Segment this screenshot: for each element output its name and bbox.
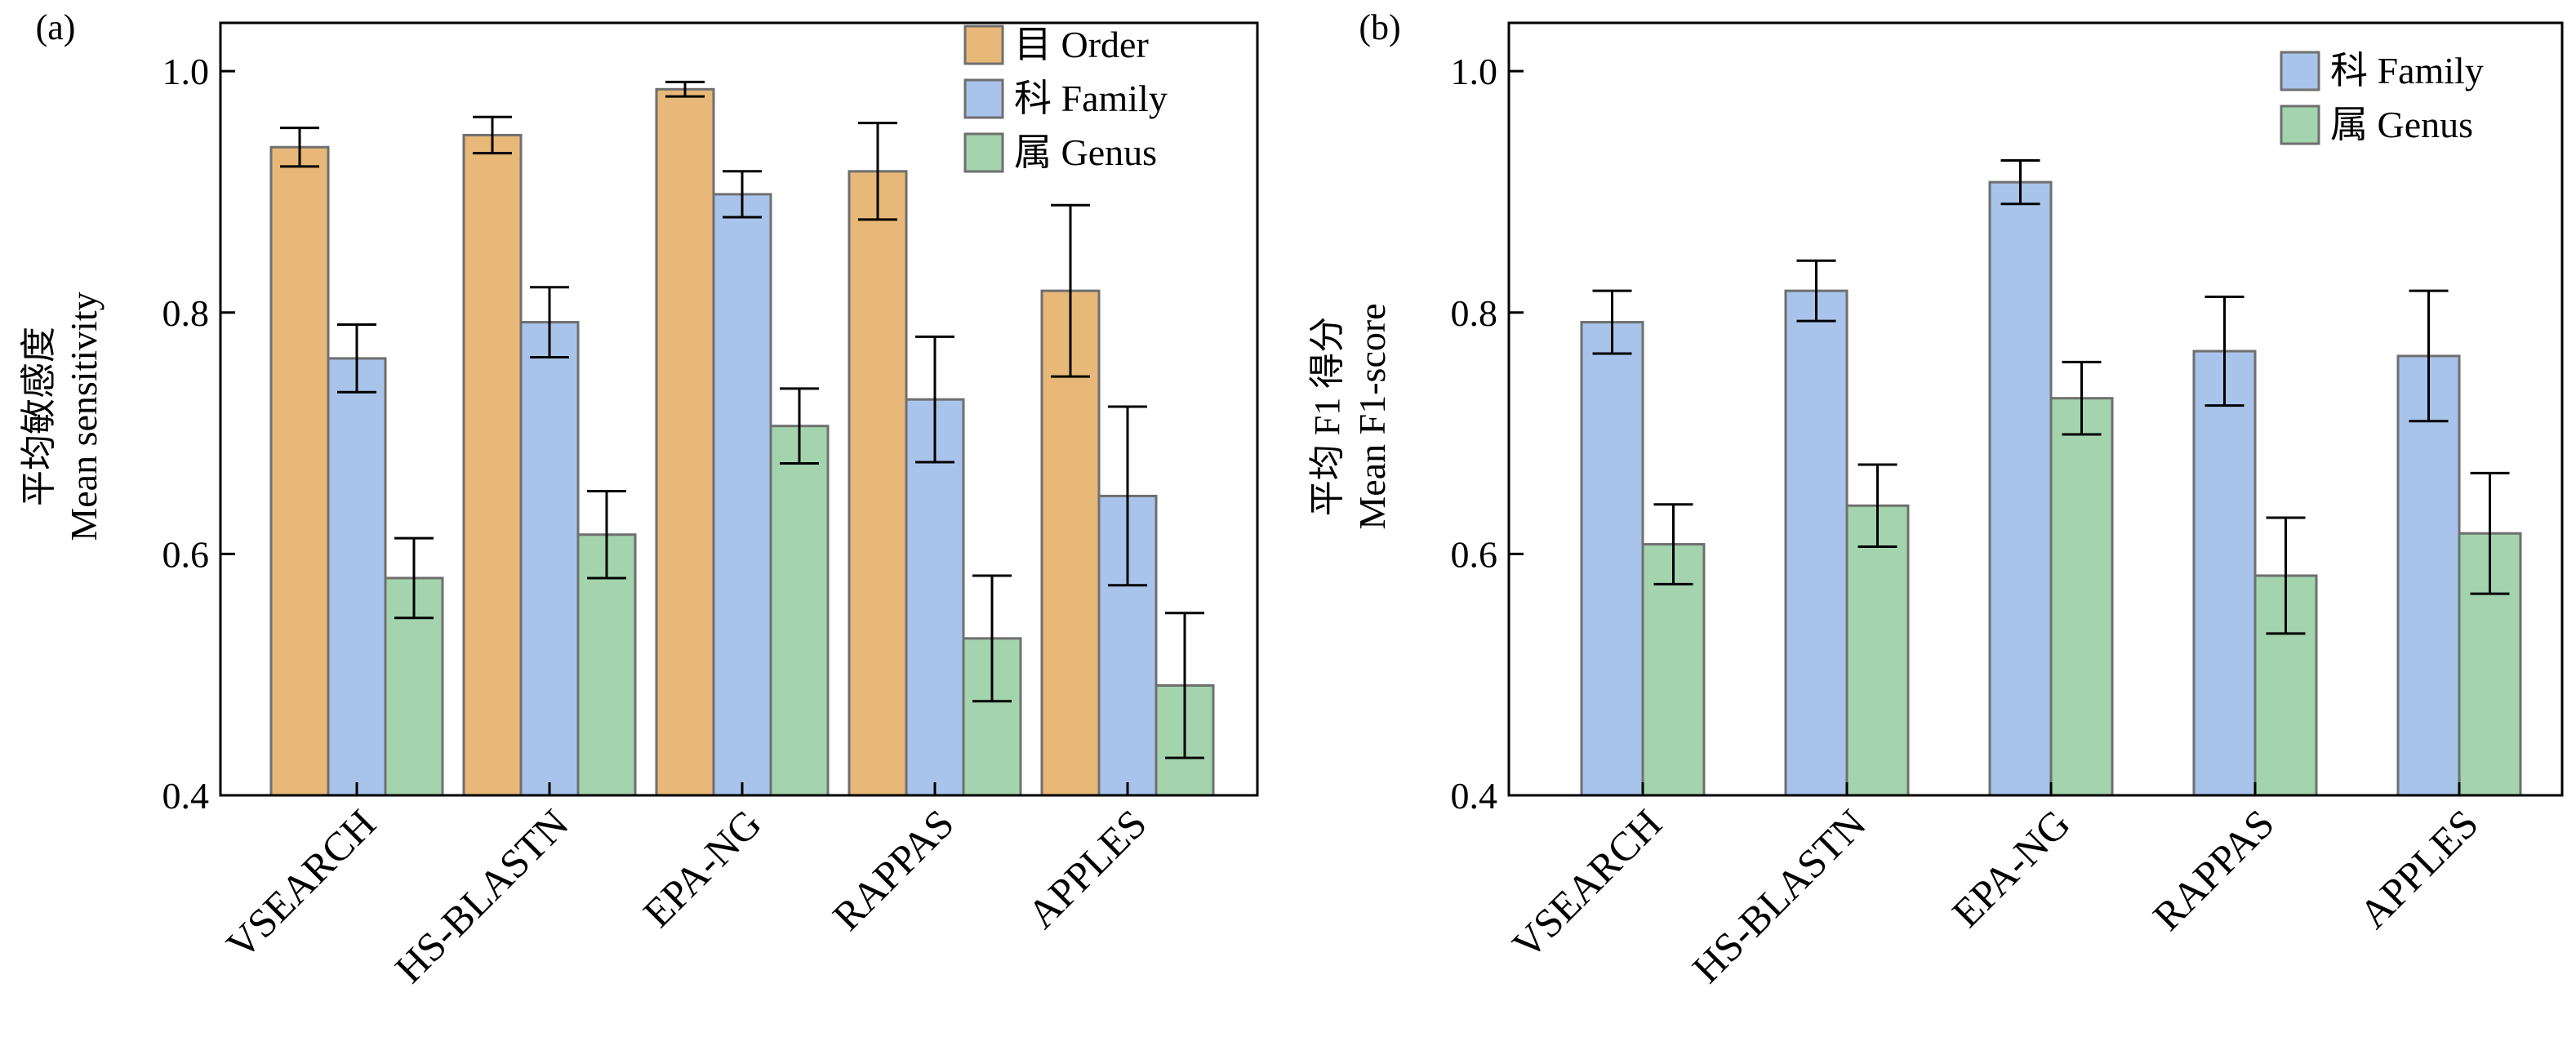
panel-a-error-bars [280,80,1204,759]
panel-a-ylabel-cn: 平均敏感度 [19,327,59,506]
a-errorbar-epa-ng-s1 [723,170,762,219]
a-legend-swatch [963,78,1004,119]
panel-a-x-axis: VSEARCH HS-BLASTN EPA-NG RAPPAS APPLES [217,782,1155,991]
panel-b-plot-frame [1507,21,2564,797]
panel-a-ylabel: Mean sensitivity [63,292,105,541]
b-legend-item: 属 Genus [2280,104,2473,145]
a-bar-epa-ng-s0 [655,87,715,797]
a-legend-item: 科 Family [963,78,1168,119]
panel-b-ylabel-cn: 平均 F1 得分 [1307,317,1347,516]
b-ytick-label: 0.8 [1451,292,1498,334]
b-legend-swatch [2280,51,2320,91]
b-xtick-label-epa-ng: EPA-NG [1943,800,2079,936]
a-xtick-label-rappas: RAPPAS [824,800,963,939]
a-errorbar-hs-blastn-s2 [587,490,626,580]
b-errorbar-vsearch-s1 [1653,503,1693,585]
panel-a-legend: 目 Order 科 Family 属 Genus [963,24,1168,173]
a-legend-label: 属 Genus [1014,131,1157,173]
a-xtick-label-hs-blastn: HS-BLASTN [386,800,577,991]
b-errorbar-apples-s0 [2409,289,2449,423]
a-xtick-label-apples: APPLES [1018,800,1155,937]
b-errorbar-rappas-s0 [2205,296,2245,407]
b-legend-item: 科 Family [2280,50,2484,91]
b-bar-epa-ng-s1 [2049,397,2114,797]
a-errorbar-apples-s0 [1051,203,1090,378]
b-errorbar-apples-s1 [2470,471,2510,595]
b-errorbar-vsearch-s0 [1592,289,1632,355]
panel-b-label: (b) [1359,7,1400,47]
a-bar-hs-blastn-s1 [519,321,580,797]
panel-b-ylabel: Mean F1-score [1351,303,1393,529]
b-xtick-label-vsearch: VSEARCH [1503,800,1671,968]
panel-b-legend: 科 Family 属 Genus [2280,50,2484,145]
b-errorbar-epa-ng-s0 [2000,159,2040,206]
a-errorbar-epa-ng-s0 [665,80,705,98]
a-xtick-label-vsearch: VSEARCH [217,800,385,968]
a-bar-epa-ng-s1 [712,193,772,797]
a-ytick-label: 0.4 [162,775,210,817]
panel-a-label: (a) [36,7,76,47]
b-bar-vsearch-s0 [1580,321,1644,797]
panel-a-plot-frame [219,21,1259,797]
b-bar-epa-ng-s0 [1988,180,2053,797]
b-ytick-label: 1.0 [1451,51,1498,92]
panel-a-chart: (a) 0.4 0.6 0.8 1.0 VSEARCH HS-BLASTN EPA-NG R… [19,7,1259,991]
b-errorbar-epa-ng-s1 [2062,360,2102,436]
b-bar-vsearch-s1 [1641,543,1706,797]
b-ytick-label: 0.4 [1451,775,1498,817]
b-xtick-label-hs-blastn: HS-BLASTN [1684,800,1875,991]
a-errorbar-vsearch-s1 [337,323,376,394]
panel-b-y-axis: 0.4 0.6 0.8 1.0 [1451,51,1524,817]
a-errorbar-hs-blastn-s1 [530,286,569,358]
a-errorbar-rappas-s2 [972,574,1012,703]
b-legend-label: 属 Genus [2330,104,2473,145]
a-ytick-label: 0.8 [162,292,210,334]
a-errorbar-hs-blastn-s0 [473,115,512,155]
a-legend-swatch [963,132,1004,173]
b-ytick-label: 0.6 [1451,533,1498,575]
a-errorbar-vsearch-s2 [394,536,434,620]
b-errorbar-hs-blastn-s0 [1796,259,1836,323]
a-errorbar-rappas-s1 [915,335,954,464]
b-bar-apples-s0 [2396,354,2461,797]
b-bar-hs-blastn-s0 [1784,289,1849,797]
panel-b-error-bars [1592,159,2510,635]
b-xtick-label-rappas: RAPPAS [2144,800,2283,939]
b-bar-rappas-s0 [2192,349,2257,797]
a-errorbar-vsearch-s0 [280,127,319,168]
b-bar-hs-blastn-s1 [1845,504,1910,797]
a-bar-vsearch-s1 [327,357,387,797]
b-legend-label: 科 Family [2330,50,2484,91]
a-ytick-label: 1.0 [162,51,210,92]
b-errorbar-hs-blastn-s1 [1857,463,1898,549]
b-xtick-label-apples: APPLES [2350,800,2486,937]
a-xtick-label-epa-ng: EPA-NG [634,800,770,936]
a-legend-swatch [963,24,1004,65]
panel-b-chart: (b) 0.4 0.6 0.8 1.0 VSEARCH HS-BLASTN EPA-NG R… [1307,7,2564,991]
a-legend-item: 属 Genus [963,131,1157,173]
a-bar-rappas-s0 [848,170,908,797]
a-legend-label: 目 Order [1014,24,1149,65]
a-errorbar-apples-s2 [1165,612,1204,759]
a-errorbar-epa-ng-s2 [780,387,819,465]
a-errorbar-rappas-s0 [858,122,897,221]
b-legend-swatch [2280,105,2320,145]
a-legend-label: 科 Family [1014,78,1168,119]
panel-b-x-axis: VSEARCH HS-BLASTN EPA-NG RAPPAS APPLES [1503,782,2487,991]
panel-a-y-axis: 0.4 0.6 0.8 1.0 [162,51,235,817]
a-errorbar-apples-s1 [1108,405,1147,587]
panel-b-bars [1580,180,2522,797]
a-bar-epa-ng-s2 [769,425,830,797]
a-ytick-label: 0.6 [162,533,210,575]
a-bar-vsearch-s0 [269,145,330,797]
a-bar-hs-blastn-s0 [462,133,523,797]
b-errorbar-rappas-s1 [2266,516,2306,635]
a-legend-item: 目 Order [963,24,1149,65]
